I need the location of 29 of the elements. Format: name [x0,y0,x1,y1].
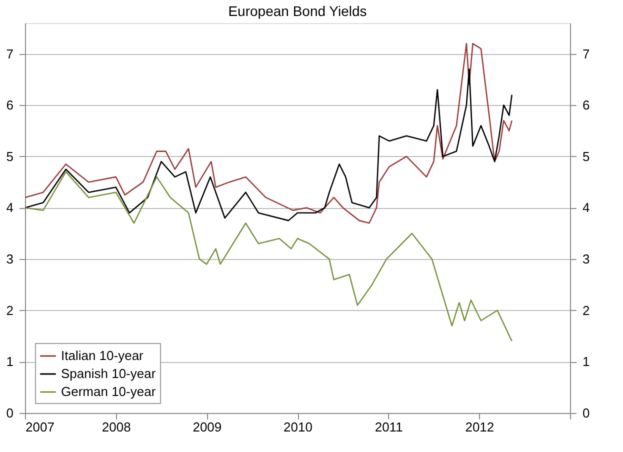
x-tick-label: 2011 [374,420,403,434]
line-series [24,171,513,342]
y2-tick-label: 6 [582,98,590,113]
x-tick-label: 2010 [284,420,312,434]
legend-label: Spanish 10-year [61,366,156,381]
y-tick-label: 0 [6,406,14,420]
chart-title: European Bond Yields [228,3,367,19]
line-series [24,68,513,222]
y-tick-label: 3 [6,252,14,267]
y2-tick-label: 4 [582,200,590,216]
y2-tick-label: 0 [582,406,590,420]
y2-tick-label: 7 [582,46,590,62]
line-series [24,42,513,224]
x-tick-label: 2008 [102,420,131,434]
y-tick-label: 5 [6,148,14,164]
y-tick-label: 2 [6,302,14,318]
x-tick-label: 2012 [465,420,494,434]
legend-label: German 10-year [61,384,156,399]
x-tick-label: 2007 [26,420,54,434]
legend-label: Italian 10-year [61,348,144,363]
y-tick-label: 4 [6,200,14,216]
y-tick-label: 6 [6,98,14,113]
y2-tick-label: 1 [582,354,590,370]
y2-tick-label: 5 [582,148,590,164]
y-tick-label: 1 [6,354,14,370]
y2-tick-label: 3 [582,252,590,267]
y2-tick-label: 2 [582,302,590,318]
x-tick-label: 2009 [192,420,222,434]
y-tick-label: 7 [6,46,14,62]
